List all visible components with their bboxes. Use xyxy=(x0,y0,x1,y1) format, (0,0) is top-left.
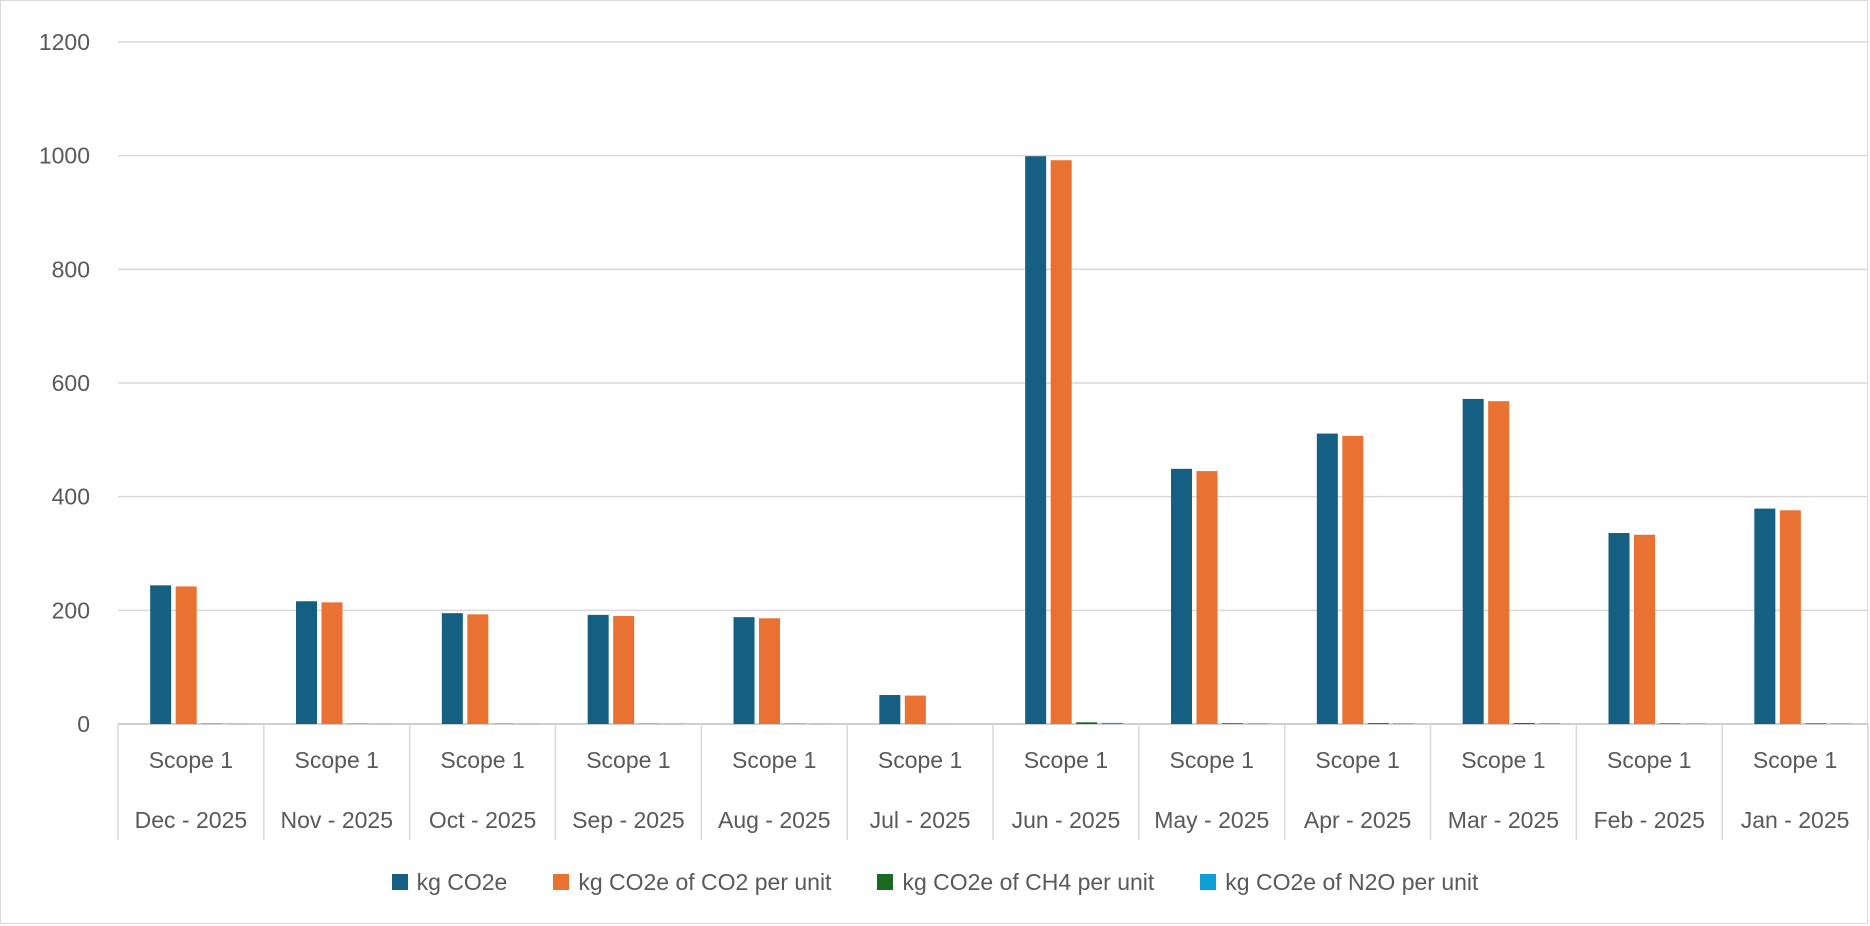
bar xyxy=(1025,156,1047,725)
legend-item: kg CO2e of CH4 per unit xyxy=(877,869,1154,896)
bar xyxy=(879,695,901,724)
category-scope-label: Scope 1 xyxy=(1170,747,1254,773)
category-month-label: Jul - 2025 xyxy=(870,807,971,833)
bar xyxy=(1634,534,1655,724)
category-month-label: Dec - 2025 xyxy=(135,807,248,833)
legend-label: kg CO2e of CO2 per unit xyxy=(578,868,832,895)
bar xyxy=(1196,471,1218,724)
category-month-label: May - 2025 xyxy=(1154,807,1269,833)
category-month-label: Jun - 2025 xyxy=(1012,807,1121,833)
category-month-label: Nov - 2025 xyxy=(280,807,393,833)
legend-item: kg CO2e xyxy=(391,868,508,896)
category-month-label: Aug - 2025 xyxy=(718,807,831,833)
bar xyxy=(1076,722,1098,724)
category-month-label: Apr - 2025 xyxy=(1304,807,1411,833)
bar xyxy=(1488,401,1510,724)
category-month-label: Jan - 2025 xyxy=(1741,807,1850,833)
bar xyxy=(733,617,755,724)
bar xyxy=(1805,723,1827,724)
bar xyxy=(1342,435,1364,724)
category-month-label: Mar - 2025 xyxy=(1448,807,1559,833)
legend-label: kg CO2e of CH4 per unit xyxy=(902,868,1155,895)
legend-item: kg CO2e of N2O per unit xyxy=(1200,869,1478,896)
chart-legend: kg CO2e kg CO2e of CO2 per unit kg CO2e of… xyxy=(0,864,1870,900)
bar xyxy=(321,602,343,724)
category-scope-label: Scope 1 xyxy=(878,747,962,773)
bar xyxy=(759,618,780,724)
bar xyxy=(1659,723,1681,724)
bar xyxy=(296,601,317,724)
bar xyxy=(613,616,635,724)
bar xyxy=(1393,723,1415,724)
bar xyxy=(467,614,489,724)
bar xyxy=(1462,398,1484,724)
category-month-label: Sep - 2025 xyxy=(572,807,685,833)
legend-item: kg CO2e of CO2 per unit xyxy=(553,869,831,896)
category-month-label: Oct - 2025 xyxy=(429,807,536,833)
bar xyxy=(175,586,197,724)
category-scope-label: Scope 1 xyxy=(149,747,233,773)
y-tick-label: 0 xyxy=(77,711,90,737)
bar xyxy=(1101,722,1123,724)
bar xyxy=(1222,723,1243,724)
bar xyxy=(1754,508,1776,724)
legend-swatch xyxy=(391,874,408,890)
category-scope-label: Scope 1 xyxy=(1753,747,1837,773)
category-month-label: Feb - 2025 xyxy=(1594,807,1705,833)
category-scope-label: Scope 1 xyxy=(586,747,670,773)
y-tick-label: 800 xyxy=(52,256,90,282)
category-scope-label: Scope 1 xyxy=(1315,747,1399,773)
bar xyxy=(1050,160,1072,725)
bar xyxy=(1367,723,1389,724)
y-tick-label: 1200 xyxy=(39,29,90,55)
bar xyxy=(1779,510,1801,724)
legend-swatch xyxy=(553,874,570,890)
y-tick-label: 1000 xyxy=(39,143,90,169)
bar xyxy=(1513,723,1535,724)
bar xyxy=(150,585,172,724)
bar xyxy=(1247,723,1269,724)
category-scope-label: Scope 1 xyxy=(1024,747,1108,773)
y-tick-label: 400 xyxy=(52,484,90,510)
bar xyxy=(441,613,463,724)
category-scope-label: Scope 1 xyxy=(732,747,816,773)
bar xyxy=(1316,433,1338,724)
bar xyxy=(904,695,926,724)
bar xyxy=(1171,468,1192,724)
category-scope-label: Scope 1 xyxy=(440,747,524,773)
bar xyxy=(1608,533,1630,724)
legend-swatch xyxy=(1200,874,1217,890)
legend-label: kg CO2e of N2O per unit xyxy=(1225,868,1479,895)
bar xyxy=(1539,723,1561,724)
y-tick-label: 200 xyxy=(52,597,90,623)
category-scope-label: Scope 1 xyxy=(1607,747,1691,773)
y-tick-label: 600 xyxy=(52,370,90,396)
bar xyxy=(587,614,609,724)
legend-label: kg CO2e xyxy=(416,868,508,895)
category-scope-label: Scope 1 xyxy=(295,747,379,773)
category-scope-label: Scope 1 xyxy=(1461,747,1545,773)
legend-swatch xyxy=(877,874,894,890)
